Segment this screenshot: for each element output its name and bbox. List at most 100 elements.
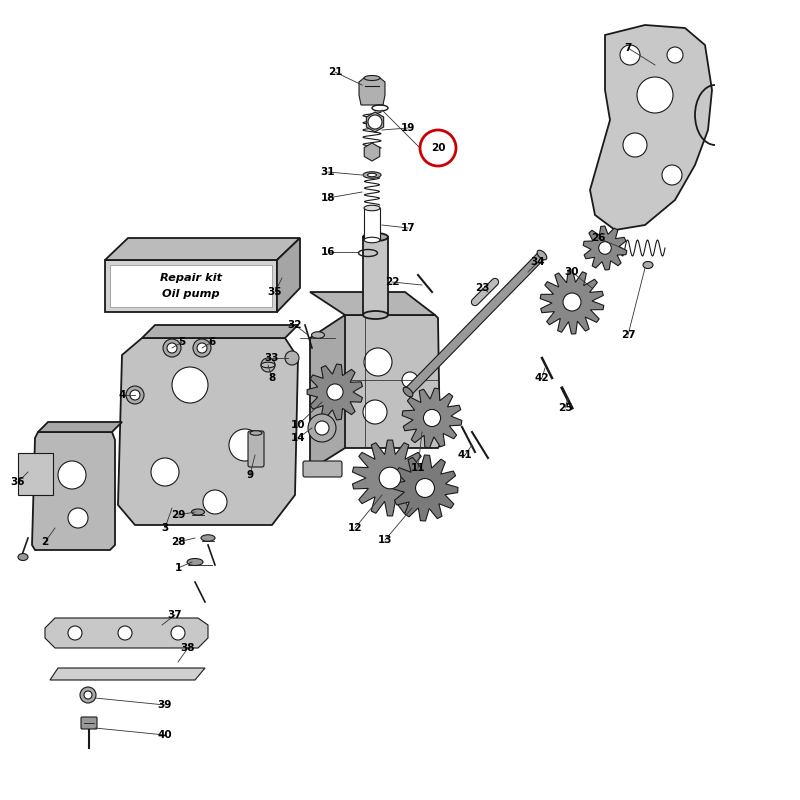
FancyBboxPatch shape [18,453,53,495]
Circle shape [379,467,401,489]
Text: 13: 13 [378,535,392,545]
Ellipse shape [261,362,275,368]
Polygon shape [340,315,440,448]
Text: 14: 14 [290,433,306,443]
Polygon shape [310,292,435,315]
Text: 25: 25 [558,403,572,413]
Text: 35: 35 [268,287,282,297]
Text: 8: 8 [268,373,276,383]
Polygon shape [105,238,300,260]
Ellipse shape [311,332,325,338]
Polygon shape [590,25,712,230]
Text: 3: 3 [162,523,169,533]
Ellipse shape [363,172,381,178]
Polygon shape [359,78,385,105]
Circle shape [261,358,275,372]
Ellipse shape [364,206,380,210]
Text: 36: 36 [10,477,26,487]
Text: 16: 16 [321,247,335,257]
Circle shape [623,133,647,157]
Text: 6: 6 [208,337,216,347]
Text: 1: 1 [174,563,182,573]
Text: 31: 31 [321,167,335,177]
Circle shape [620,45,640,65]
Circle shape [423,410,441,426]
Ellipse shape [367,174,377,177]
Polygon shape [402,388,462,448]
Text: 17: 17 [401,223,415,233]
Circle shape [364,348,392,376]
Polygon shape [583,226,627,270]
Text: 20: 20 [430,143,446,153]
Polygon shape [45,618,208,648]
Text: 42: 42 [534,373,550,383]
Text: 12: 12 [348,523,362,533]
Text: 41: 41 [458,450,472,460]
Text: 2: 2 [42,537,49,547]
Circle shape [118,626,132,640]
Polygon shape [353,440,427,516]
Circle shape [203,490,227,514]
Text: Repair kit: Repair kit [160,273,222,283]
Polygon shape [540,270,604,334]
Polygon shape [32,432,115,550]
Text: 21: 21 [328,67,342,77]
Polygon shape [405,252,546,395]
Ellipse shape [403,387,413,397]
Circle shape [84,691,92,699]
Text: 29: 29 [171,510,185,520]
Text: 23: 23 [474,283,490,293]
Circle shape [197,343,207,353]
Text: 30: 30 [565,267,579,277]
Text: 27: 27 [621,330,635,340]
Polygon shape [364,143,380,161]
Ellipse shape [363,311,388,319]
Ellipse shape [191,509,205,515]
Ellipse shape [187,558,203,566]
Circle shape [402,372,418,388]
Text: 32: 32 [288,320,302,330]
Circle shape [126,386,144,404]
FancyBboxPatch shape [105,260,277,312]
Text: 5: 5 [178,337,186,347]
Polygon shape [38,422,122,432]
Polygon shape [277,238,300,312]
Circle shape [363,400,387,424]
Text: 26: 26 [590,233,606,243]
FancyBboxPatch shape [248,431,264,467]
Circle shape [68,626,82,640]
Text: 40: 40 [158,730,172,740]
Text: Oil pump: Oil pump [162,289,220,299]
Circle shape [327,384,343,400]
Circle shape [315,421,329,435]
Text: 34: 34 [530,257,546,267]
Circle shape [598,242,611,254]
Text: 4: 4 [118,390,126,400]
Polygon shape [310,315,345,470]
Circle shape [68,508,88,528]
Circle shape [171,626,185,640]
Circle shape [58,461,86,489]
Ellipse shape [643,262,653,269]
Text: 38: 38 [181,643,195,653]
Circle shape [662,165,682,185]
FancyBboxPatch shape [110,265,272,307]
Circle shape [193,339,211,357]
Circle shape [172,367,208,403]
Polygon shape [142,325,298,338]
Circle shape [308,414,336,442]
Ellipse shape [364,75,380,81]
Ellipse shape [363,233,388,241]
Polygon shape [118,338,298,525]
Circle shape [229,429,261,461]
Text: 33: 33 [265,353,279,363]
Text: 9: 9 [246,470,254,480]
Ellipse shape [364,238,380,242]
Circle shape [167,343,177,353]
FancyBboxPatch shape [303,461,342,477]
Text: 11: 11 [410,463,426,473]
Text: 28: 28 [170,537,186,547]
Ellipse shape [201,534,215,542]
Circle shape [563,293,581,311]
FancyBboxPatch shape [81,717,97,729]
